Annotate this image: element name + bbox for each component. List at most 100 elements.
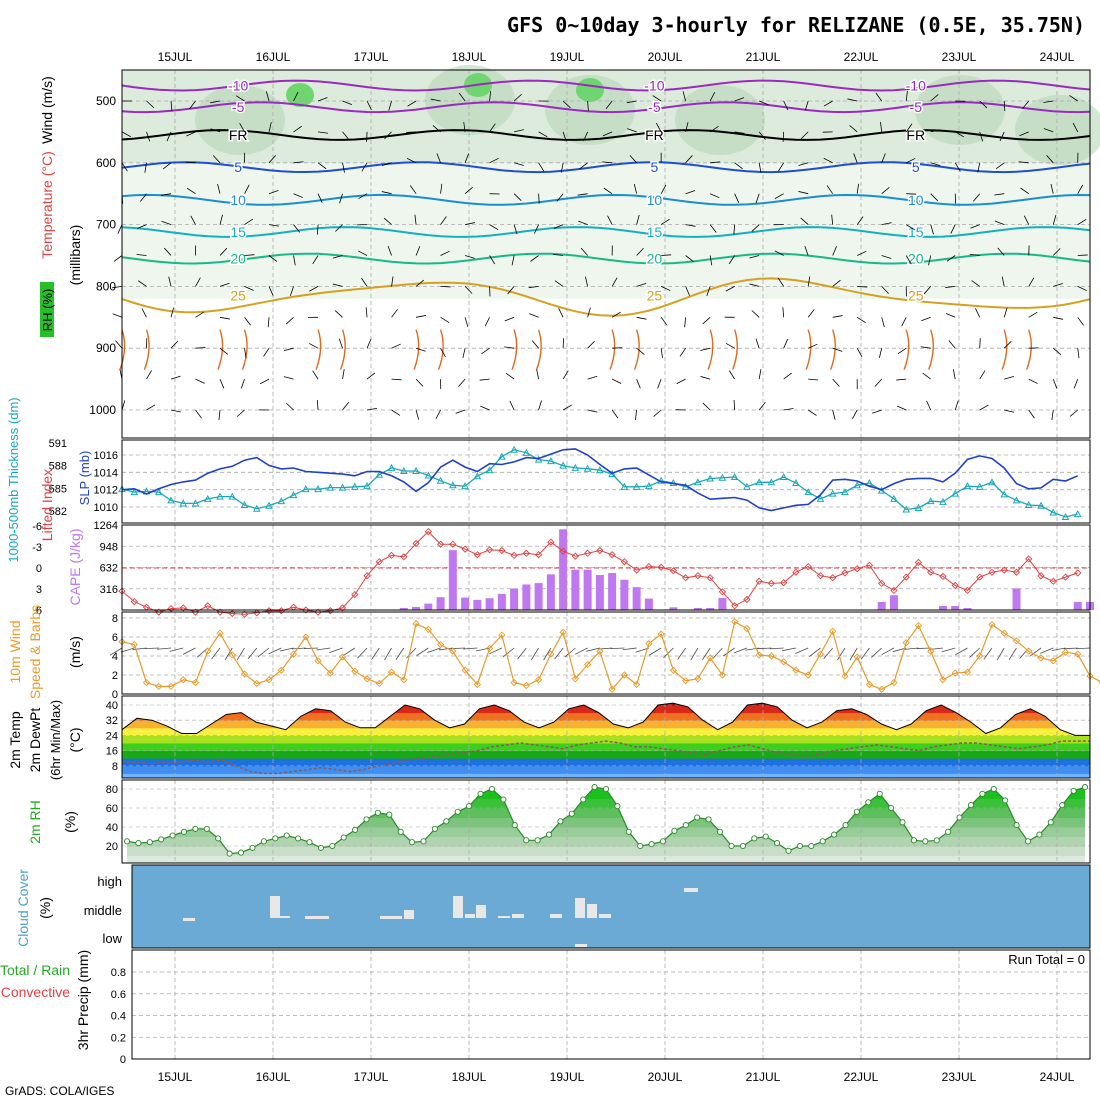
wind-barb [219, 378, 225, 389]
contour-label: 10 [908, 192, 924, 208]
li-point [547, 538, 555, 546]
wind-barb [316, 399, 319, 411]
thickness-point [645, 482, 653, 490]
wind-speed-point [277, 666, 285, 674]
wind-barb [955, 131, 965, 138]
rh-point [614, 803, 621, 810]
wind-barb [778, 162, 785, 172]
wind-barb [339, 193, 343, 204]
temp-tick-label: 40 [106, 700, 118, 712]
wind-barb [1023, 215, 1030, 225]
date-axis: 15JUL 15JUL 16JUL 16JUL 17JUL 17JUL 18JUL 18JUL… [158, 50, 1075, 1084]
wind-barb [564, 647, 576, 658]
rh-point [956, 814, 963, 821]
wind-speed-line [121, 620, 1100, 691]
wind-barb [685, 122, 689, 132]
wind-speed-point [645, 640, 653, 648]
wind-barb [132, 647, 147, 651]
wind-barb [536, 369, 539, 380]
rh-point [306, 839, 313, 846]
wind-barb [832, 347, 843, 352]
wind-barb [357, 250, 368, 256]
thickness-point [877, 486, 886, 494]
wind-barb [954, 162, 961, 172]
rh-point [1024, 838, 1032, 845]
wind-barb [283, 347, 294, 352]
wind-barb [847, 98, 858, 102]
temperature-contour [121, 101, 1091, 114]
rh-tick-label: 80 [106, 784, 118, 796]
wind-barb [807, 409, 817, 416]
date-label-bottom: 23JUL [942, 1070, 977, 1084]
li-point [1061, 573, 1070, 581]
wind-barb [610, 647, 625, 650]
wind-barb [1077, 317, 1084, 326]
wind-barb [954, 400, 959, 411]
cape-bar [424, 603, 433, 610]
rh-point [682, 822, 689, 829]
rh-band [127, 827, 1085, 837]
contour-label: 5 [651, 159, 659, 175]
wind-barb [1028, 378, 1038, 384]
wind-barb [538, 193, 540, 204]
date-label-top: 23JUL [942, 50, 977, 64]
rh-point [671, 827, 678, 834]
wind-barb [804, 245, 809, 256]
thickness-point [179, 499, 188, 507]
wind-speed-point [1000, 629, 1008, 637]
wind-barb [725, 286, 735, 292]
li-point [375, 558, 383, 566]
wind-barb [751, 310, 760, 318]
chart-title: GFS 0~10day 3-hourly for RELIZANE (0.5E,… [507, 13, 1085, 37]
cloud-bar [183, 918, 195, 921]
rh-point [431, 825, 438, 832]
rh-band [127, 855, 1085, 863]
wind-speed-point [632, 680, 641, 689]
thickness-point [596, 466, 604, 474]
contour-label: -5 [232, 99, 245, 115]
date-label-bottom: 24JUL [1040, 1070, 1075, 1084]
wind-barb [712, 647, 723, 659]
wind-tick-label: 2 [112, 670, 118, 682]
wind-barb [391, 309, 398, 318]
wind-barb [1073, 378, 1079, 389]
wind-barb [685, 190, 696, 195]
wind-barb [661, 254, 672, 256]
date-label-top: 22JUL [844, 50, 879, 64]
wind-barb [872, 409, 882, 414]
li-point [155, 608, 163, 616]
wind-barb [798, 162, 809, 166]
wind-barb [922, 372, 931, 380]
wind-barb [554, 647, 564, 660]
wind10-label: 10m Wind [7, 620, 23, 683]
li-point [1025, 555, 1033, 563]
wind-barb [1028, 409, 1035, 419]
rh-point [534, 837, 541, 844]
rh-point [158, 836, 165, 843]
li-point [632, 566, 641, 574]
wind-barb [391, 378, 402, 381]
wind-barb [342, 401, 350, 411]
wind-speed-point [289, 650, 298, 658]
thickness-point [252, 504, 261, 512]
cape-bar [559, 529, 568, 610]
wind-barb [509, 400, 515, 411]
rh-point [397, 828, 404, 835]
thickness-point [608, 469, 616, 477]
slp-tick-label: 1014 [94, 467, 118, 479]
wind-speed-point [780, 658, 788, 666]
wind-barb [948, 340, 956, 349]
wind-barb [663, 647, 674, 659]
thickness-point [350, 482, 359, 490]
wind-barb [700, 347, 711, 351]
li-point [400, 553, 408, 561]
date-label-bottom: 17JUL [354, 1070, 389, 1084]
wind-barb [660, 317, 668, 326]
temp2m-unit-label: (°C) [67, 727, 83, 752]
wind-barb [971, 280, 980, 287]
wind-barb [734, 97, 745, 102]
cloud-bar [575, 944, 587, 947]
warm-contour [217, 329, 224, 370]
wind-barb [622, 647, 637, 651]
wind-barb [219, 247, 228, 256]
